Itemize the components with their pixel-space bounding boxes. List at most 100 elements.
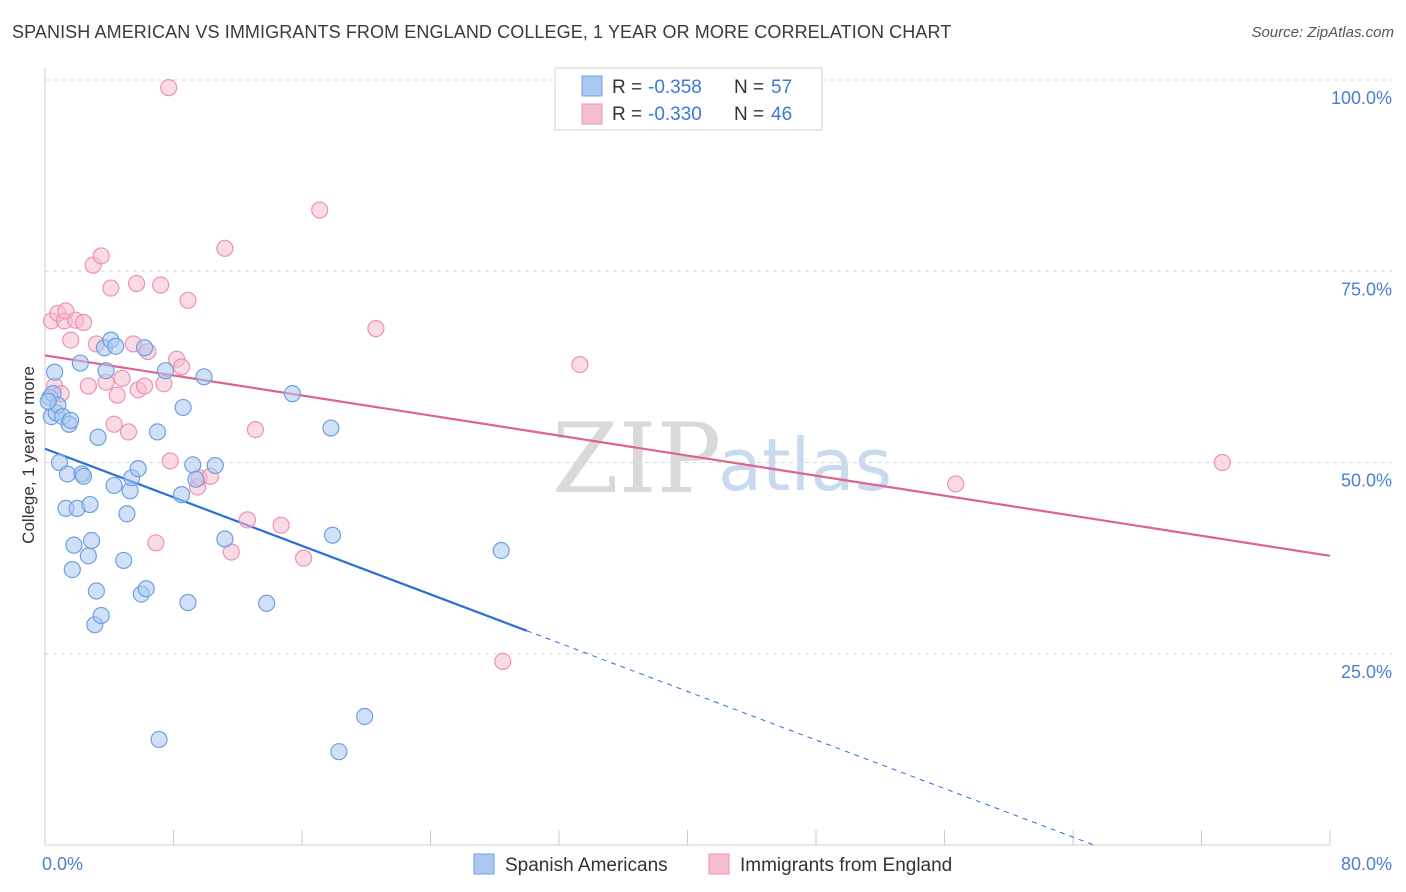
point-spanish-americans-34 (129, 460, 147, 478)
point-immigrants-england-15 (105, 415, 123, 433)
point-immigrants-england-28 (161, 452, 179, 470)
point-spanish-americans-12 (63, 560, 81, 579)
point-immigrants-england-14 (102, 279, 120, 297)
point-spanish-americans-56 (39, 392, 57, 410)
top-legend: R = -0.358 N = 57 R = -0.330 N = 46 (554, 67, 823, 131)
point-spanish-americans-30 (115, 551, 133, 570)
axes (44, 68, 1331, 846)
chart-title: SPANISH AMERICAN VS IMMIGRANTS FROM ENGL… (12, 22, 952, 42)
point-spanish-americans-50 (283, 385, 301, 403)
point-immigrants-england-25 (152, 276, 170, 294)
point-immigrants-england-16 (108, 386, 126, 404)
legend-swatch-blue (581, 75, 603, 97)
legend-r-label-blue: R = (612, 77, 642, 98)
trend-line-spanish-americans (44, 447, 528, 632)
bottom-legend: Spanish Americans Immigrants from Englan… (473, 853, 952, 876)
y-tick-label-0: 25.0% (1341, 662, 1392, 682)
point-immigrants-england-17 (113, 369, 131, 387)
point-spanish-americans-46 (195, 368, 213, 386)
bottom-legend-label-blue: Spanish Americans (505, 855, 668, 876)
point-immigrants-england-41 (311, 201, 329, 219)
point-spanish-americans-42 (174, 398, 192, 417)
point-immigrants-england-35 (216, 239, 234, 257)
point-immigrants-england-20 (127, 274, 146, 293)
point-immigrants-england-24 (147, 534, 165, 552)
point-immigrants-england-38 (246, 421, 265, 439)
point-spanish-americans-11 (62, 411, 80, 430)
legend-n-label-blue: N = (734, 77, 764, 98)
legend-n-value-pink: 46 (771, 104, 792, 125)
point-spanish-americans-9 (58, 465, 77, 483)
point-immigrants-england-46 (1213, 453, 1231, 472)
y-tick-label-2: 75.0% (1341, 279, 1392, 299)
y-axis-label: College, 1 year or more (19, 366, 38, 544)
point-spanish-americans-43 (179, 593, 197, 612)
point-immigrants-england-9 (79, 377, 97, 395)
point-spanish-americans-29 (107, 337, 125, 355)
data-points (39, 79, 1231, 761)
point-immigrants-england-30 (172, 358, 191, 376)
bottom-legend-label-pink: Immigrants from England (740, 855, 952, 876)
point-spanish-americans-39 (150, 730, 168, 749)
point-immigrants-england-37 (238, 511, 256, 529)
bottom-legend-swatch-blue (473, 853, 495, 875)
point-immigrants-england-42 (367, 320, 385, 338)
point-immigrants-england-31 (179, 291, 197, 309)
point-spanish-americans-13 (65, 536, 83, 554)
point-immigrants-england-43 (494, 652, 512, 671)
legend-swatch-pink (581, 103, 603, 125)
point-immigrants-england-39 (272, 516, 290, 534)
point-spanish-americans-28 (105, 476, 123, 495)
point-spanish-americans-36 (135, 339, 154, 357)
legend-n-label-pink: N = (734, 104, 764, 125)
y-tick-label-1: 50.0% (1341, 471, 1392, 491)
point-spanish-americans-37 (137, 580, 155, 598)
point-spanish-americans-38 (148, 423, 167, 441)
gridlines (45, 79, 1392, 655)
point-spanish-americans-26 (97, 362, 115, 380)
point-immigrants-england-27 (160, 79, 178, 97)
point-spanish-americans-20 (82, 531, 101, 550)
point-spanish-americans-23 (89, 428, 107, 446)
point-immigrants-england-6 (62, 331, 80, 349)
point-spanish-americans-55 (492, 541, 510, 560)
point-spanish-americans-15 (71, 354, 89, 372)
point-spanish-americans-31 (118, 505, 136, 523)
trend-line-immigrants-england (44, 354, 1331, 557)
point-spanish-americans-54 (356, 707, 374, 726)
point-spanish-americans-47 (206, 456, 224, 475)
point-spanish-americans-40 (156, 362, 175, 380)
source-credit: Source: ZipAtlas.com (1251, 24, 1394, 41)
point-spanish-americans-53 (330, 743, 348, 761)
point-spanish-americans-52 (323, 526, 342, 544)
x-tick-label-min: 0.0% (42, 854, 83, 874)
point-spanish-americans-22 (87, 582, 106, 600)
trend-line-spanish-americans-extension (526, 630, 1095, 846)
point-spanish-americans-17 (74, 467, 93, 485)
point-spanish-americans-24 (92, 606, 110, 625)
point-immigrants-england-45 (947, 475, 965, 493)
legend-r-value-blue: -0.358 (648, 77, 702, 98)
point-immigrants-england-12 (92, 247, 110, 265)
point-spanish-americans-41 (172, 486, 191, 504)
point-spanish-americans-49 (258, 594, 276, 612)
bottom-legend-swatch-pink (708, 853, 730, 875)
x-tick-label-max: 80.0% (1341, 854, 1392, 874)
point-immigrants-england-8 (74, 313, 93, 332)
point-immigrants-england-18 (119, 423, 138, 441)
point-spanish-americans-19 (81, 495, 99, 514)
y-tick-labels: 25.0% 50.0% 75.0% 100.0% (1331, 88, 1392, 682)
point-immigrants-england-44 (571, 355, 589, 374)
point-spanish-americans-51 (322, 419, 340, 437)
point-immigrants-england-22 (135, 377, 154, 395)
point-immigrants-england-40 (295, 549, 313, 567)
point-spanish-americans-3 (46, 363, 64, 381)
y-tick-label-3: 100.0% (1331, 88, 1392, 108)
point-spanish-americans-45 (187, 470, 205, 488)
watermark-zip: ZIP (552, 403, 721, 515)
point-spanish-americans-48 (216, 530, 234, 548)
point-spanish-americans-44 (184, 456, 202, 474)
legend-n-value-blue: 57 (771, 77, 792, 98)
legend-r-value-pink: -0.330 (648, 104, 702, 125)
